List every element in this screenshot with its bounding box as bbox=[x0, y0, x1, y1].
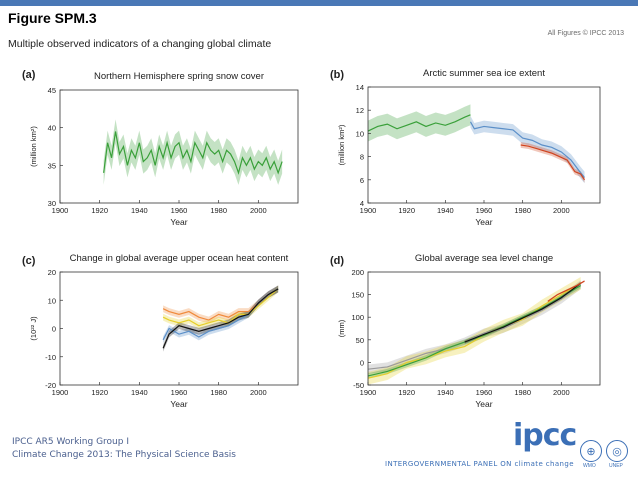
chart-panel-1: (a) Northern Hemisphere spring snow cover… bbox=[22, 69, 299, 227]
series-line-grey bbox=[367, 284, 582, 370]
x-tick-label: 1960 bbox=[171, 388, 188, 397]
panel-letter: (a) bbox=[22, 69, 36, 81]
unep-caption: UNEP bbox=[609, 463, 623, 469]
y-tick-label: 0 bbox=[360, 358, 364, 367]
uncertainty-band-grey bbox=[368, 280, 581, 374]
uncertainty-band-green bbox=[368, 282, 581, 379]
plot-frame bbox=[367, 86, 601, 204]
x-axis-label: Year bbox=[170, 399, 187, 409]
page-title: Figure SPM.3 bbox=[8, 10, 97, 26]
y-tick-label: 200 bbox=[351, 268, 364, 277]
y-tick-label: 10 bbox=[356, 129, 364, 138]
wmo-logo-icon: ⊕ bbox=[580, 440, 602, 462]
y-tick-label: -50 bbox=[353, 381, 364, 390]
x-tick-label: 1920 bbox=[91, 206, 108, 215]
ipcc-logo: ipcc bbox=[513, 418, 577, 453]
x-tick-label: 1920 bbox=[398, 206, 415, 215]
page-subtitle: Multiple observed indicators of a changi… bbox=[8, 38, 272, 50]
y-tick-label: -10 bbox=[45, 353, 56, 362]
x-tick-label: 1980 bbox=[210, 388, 227, 397]
x-tick-label: 1960 bbox=[476, 206, 493, 215]
y-axis-label: (million km²) bbox=[29, 126, 38, 167]
y-tick-label: 30 bbox=[48, 199, 56, 208]
x-tick-label: 1920 bbox=[398, 388, 415, 397]
series-line-red bbox=[547, 280, 585, 302]
x-tick-label: 1940 bbox=[437, 206, 454, 215]
y-tick-label: 20 bbox=[48, 268, 56, 277]
y-axis-label: (million km²) bbox=[337, 124, 346, 165]
series-line-early-record bbox=[367, 114, 471, 132]
y-tick-label: 8 bbox=[360, 153, 364, 162]
y-tick-label: 45 bbox=[48, 86, 56, 95]
y-tick-label: 0 bbox=[52, 325, 56, 334]
x-axis-label: Year bbox=[475, 399, 492, 409]
y-tick-label: 150 bbox=[351, 291, 364, 300]
y-tick-label: 4 bbox=[360, 199, 364, 208]
x-tick-label: 1940 bbox=[437, 388, 454, 397]
ipcc-panel-name: INTERGOVERNMENTAL PANEL ON climate chang… bbox=[385, 460, 574, 468]
footer-line-1: IPCC AR5 Working Group I bbox=[12, 437, 129, 447]
series-line-black bbox=[162, 288, 279, 349]
x-tick-label: 2000 bbox=[553, 206, 570, 215]
series-line-yellow bbox=[367, 282, 581, 379]
panel-letter: (b) bbox=[330, 69, 344, 81]
x-tick-label: 1960 bbox=[171, 206, 188, 215]
y-tick-label: 6 bbox=[360, 176, 364, 185]
wmo-caption: WMO bbox=[583, 463, 596, 469]
series-line-red-estimate bbox=[520, 144, 586, 181]
series-line-black bbox=[464, 282, 582, 343]
x-tick-label: 1900 bbox=[52, 388, 69, 397]
series-line-yellow bbox=[162, 288, 279, 327]
x-tick-label: 2000 bbox=[553, 388, 570, 397]
x-tick-label: 1940 bbox=[131, 206, 148, 215]
y-tick-label: 35 bbox=[48, 161, 56, 170]
y-tick-label: 40 bbox=[48, 124, 56, 133]
series-line-snow-cover bbox=[103, 131, 283, 175]
y-tick-label: -20 bbox=[45, 381, 56, 390]
uncertainty-band-yellow bbox=[368, 276, 581, 385]
x-axis-label: Year bbox=[475, 217, 492, 227]
y-tick-label: 10 bbox=[48, 296, 56, 305]
x-tick-label: 2000 bbox=[250, 206, 267, 215]
y-tick-label: 100 bbox=[351, 313, 364, 322]
chart-panel-2: (b) Arctic summer sea ice extent 1900 1920 1… bbox=[330, 68, 601, 227]
x-tick-label: 1900 bbox=[52, 206, 69, 215]
panel-letter: (c) bbox=[22, 255, 36, 267]
x-tick-label: 1980 bbox=[514, 388, 531, 397]
footer-credit: IPCC AR5 Working Group I Climate Change … bbox=[12, 436, 236, 462]
y-axis-label: (10²² J) bbox=[29, 316, 38, 341]
x-tick-label: 1980 bbox=[210, 206, 227, 215]
x-axis-label: Year bbox=[170, 217, 187, 227]
y-tick-label: 12 bbox=[356, 106, 364, 115]
chart-title: Northern Hemisphere spring snow cover bbox=[94, 71, 264, 82]
chart-panel-4: (d) Global average sea level change 1900 19… bbox=[330, 253, 601, 409]
x-tick-label: 1940 bbox=[131, 388, 148, 397]
chart-panel-3: (c) Change in global average upper ocean … bbox=[22, 253, 299, 409]
x-tick-label: 1900 bbox=[360, 388, 377, 397]
panel-letter: (d) bbox=[330, 255, 344, 267]
x-tick-label: 1920 bbox=[91, 388, 108, 397]
y-axis-label: (mm) bbox=[337, 319, 346, 337]
x-tick-label: 1960 bbox=[476, 388, 493, 397]
x-tick-label: 2000 bbox=[250, 388, 267, 397]
chart-title: Change in global average upper ocean hea… bbox=[70, 253, 289, 264]
y-tick-label: 14 bbox=[356, 83, 364, 92]
x-tick-label: 1980 bbox=[514, 206, 531, 215]
chart-title: Global average sea level change bbox=[415, 253, 553, 264]
series-line-blue-estimate bbox=[469, 121, 585, 178]
chart-title: Arctic summer sea ice extent bbox=[423, 68, 545, 79]
uncertainty-band-blue-estimate bbox=[470, 116, 585, 184]
top-accent-bar bbox=[0, 0, 638, 6]
footer-line-2: Climate Change 2013: The Physical Scienc… bbox=[12, 450, 236, 460]
y-tick-label: 50 bbox=[356, 336, 364, 345]
unep-logo-icon: ◎ bbox=[606, 440, 628, 462]
copyright-credit: All Figures © IPCC 2013 bbox=[547, 30, 624, 37]
x-tick-label: 1900 bbox=[360, 206, 377, 215]
